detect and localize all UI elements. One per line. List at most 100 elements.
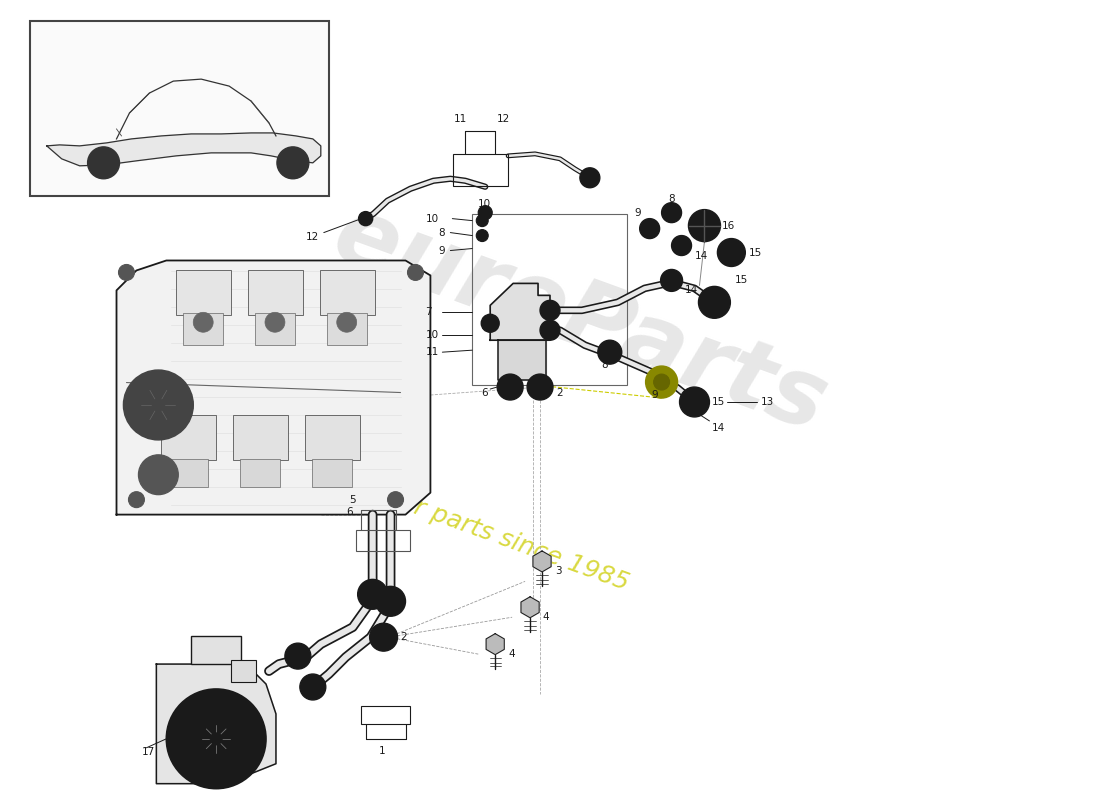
Text: 8: 8 xyxy=(669,194,675,204)
Text: 10: 10 xyxy=(426,214,439,224)
Text: 4: 4 xyxy=(542,612,549,622)
Circle shape xyxy=(661,202,682,222)
Circle shape xyxy=(667,275,678,286)
Bar xyxy=(361,706,410,724)
Circle shape xyxy=(686,394,703,410)
Bar xyxy=(453,154,508,186)
Text: 10: 10 xyxy=(426,330,439,340)
Bar xyxy=(472,214,627,385)
Circle shape xyxy=(286,156,300,170)
Circle shape xyxy=(486,318,495,328)
Text: a passion for parts since 1985: a passion for parts since 1985 xyxy=(268,444,631,595)
Bar xyxy=(162,415,217,460)
Circle shape xyxy=(725,246,738,259)
Bar xyxy=(176,270,231,315)
Circle shape xyxy=(337,312,356,332)
Polygon shape xyxy=(491,283,550,340)
Text: 4: 4 xyxy=(508,649,515,659)
Circle shape xyxy=(407,265,424,281)
Text: 1: 1 xyxy=(379,746,386,756)
Circle shape xyxy=(705,294,724,311)
Circle shape xyxy=(597,340,622,364)
Polygon shape xyxy=(521,597,539,618)
Circle shape xyxy=(375,586,406,616)
Text: 13: 13 xyxy=(761,397,774,407)
Text: 8: 8 xyxy=(602,360,608,370)
Text: 2: 2 xyxy=(400,632,407,642)
Circle shape xyxy=(676,241,686,250)
Circle shape xyxy=(285,643,311,669)
Circle shape xyxy=(717,238,746,266)
Circle shape xyxy=(604,346,616,358)
Text: 15: 15 xyxy=(749,247,762,258)
Circle shape xyxy=(689,210,720,242)
Circle shape xyxy=(544,326,556,335)
Text: 16: 16 xyxy=(722,221,735,230)
Circle shape xyxy=(497,374,524,400)
Circle shape xyxy=(300,674,326,700)
Circle shape xyxy=(478,206,492,220)
Polygon shape xyxy=(498,340,546,380)
Circle shape xyxy=(585,173,595,182)
Text: 8: 8 xyxy=(439,227,446,238)
Text: 10: 10 xyxy=(478,198,492,209)
Bar xyxy=(168,458,208,486)
Circle shape xyxy=(358,579,387,610)
Text: 14: 14 xyxy=(712,423,725,433)
Circle shape xyxy=(277,147,309,178)
Circle shape xyxy=(97,156,110,170)
Circle shape xyxy=(696,218,713,234)
Circle shape xyxy=(88,147,120,178)
Circle shape xyxy=(544,306,556,315)
Bar xyxy=(327,314,366,345)
Circle shape xyxy=(152,398,165,412)
Text: 15: 15 xyxy=(735,275,748,286)
Text: 14: 14 xyxy=(694,250,707,261)
Bar xyxy=(249,270,302,315)
Polygon shape xyxy=(156,664,276,784)
Circle shape xyxy=(640,218,660,238)
Circle shape xyxy=(540,300,560,320)
Text: 15: 15 xyxy=(712,397,725,407)
Circle shape xyxy=(661,270,682,291)
Circle shape xyxy=(290,649,305,663)
Circle shape xyxy=(540,320,560,340)
Polygon shape xyxy=(534,551,551,572)
Circle shape xyxy=(141,387,176,423)
Circle shape xyxy=(265,312,285,332)
Circle shape xyxy=(504,381,517,394)
Circle shape xyxy=(364,586,381,602)
Text: 5: 5 xyxy=(350,494,356,505)
Circle shape xyxy=(476,214,488,226)
Bar xyxy=(231,660,256,682)
Circle shape xyxy=(667,208,676,218)
Text: 12: 12 xyxy=(497,114,510,124)
Bar xyxy=(255,314,295,345)
Circle shape xyxy=(680,387,710,417)
Circle shape xyxy=(672,235,692,255)
Circle shape xyxy=(476,230,488,242)
Circle shape xyxy=(534,381,547,394)
Circle shape xyxy=(123,370,194,440)
Circle shape xyxy=(182,704,251,774)
Circle shape xyxy=(698,286,730,318)
Text: 2: 2 xyxy=(556,388,562,398)
Text: 9: 9 xyxy=(651,390,658,400)
Bar xyxy=(305,415,360,460)
Circle shape xyxy=(645,224,654,234)
Polygon shape xyxy=(117,261,430,514)
Circle shape xyxy=(129,492,144,508)
Polygon shape xyxy=(486,634,504,654)
Text: euroParts: euroParts xyxy=(321,189,839,452)
Bar xyxy=(184,314,223,345)
Circle shape xyxy=(387,492,404,508)
Circle shape xyxy=(148,465,168,485)
Circle shape xyxy=(201,724,231,754)
Circle shape xyxy=(527,374,553,400)
Circle shape xyxy=(653,374,670,390)
Text: 11: 11 xyxy=(426,347,439,357)
Circle shape xyxy=(210,733,222,745)
Circle shape xyxy=(194,312,213,332)
Circle shape xyxy=(359,212,373,226)
Text: 3: 3 xyxy=(556,566,562,577)
